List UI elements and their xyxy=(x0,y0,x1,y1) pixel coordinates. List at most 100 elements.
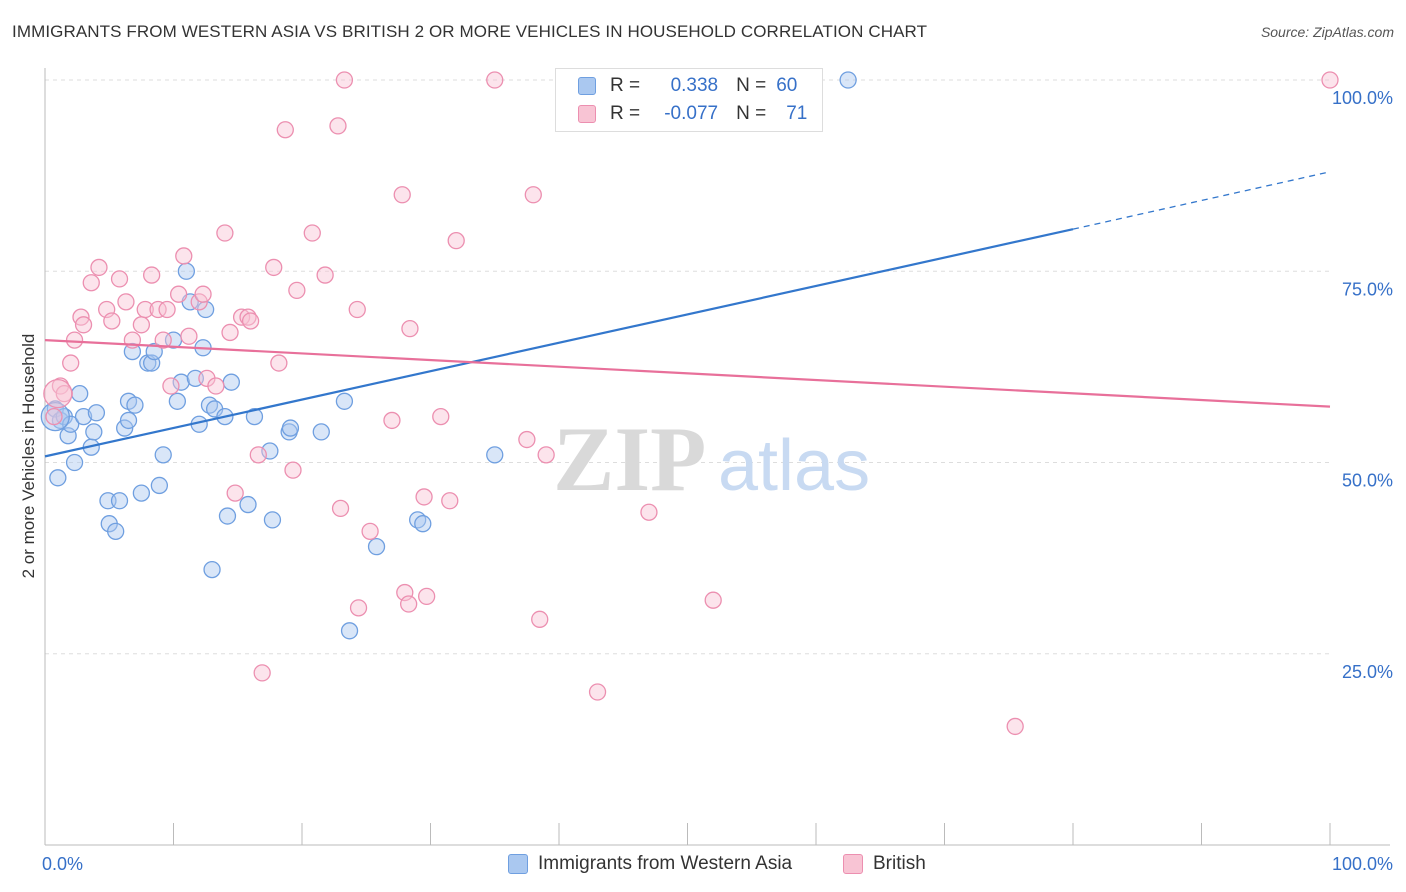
gridlines xyxy=(45,79,1330,655)
bottom-legend-swatch-western-asia xyxy=(508,854,528,874)
data-point xyxy=(335,71,354,89)
data-point xyxy=(401,319,419,338)
legend-n-value-british: 71 xyxy=(786,103,808,124)
data-point xyxy=(117,293,135,311)
data-point xyxy=(90,258,108,277)
data-point xyxy=(65,453,84,472)
data-point xyxy=(361,522,379,540)
legend-r-label: R = xyxy=(610,75,641,96)
trend-line-western-asia xyxy=(44,228,1074,458)
data-point xyxy=(154,446,172,464)
data-point xyxy=(253,664,271,682)
data-point xyxy=(316,266,334,284)
data-point xyxy=(154,331,172,349)
data-point xyxy=(143,266,161,284)
data-point xyxy=(158,300,176,319)
y-tick-label: 50.0% xyxy=(1342,471,1393,491)
bottom-legend-label-western-asia: Immigrants from Western Asia xyxy=(538,853,793,874)
data-point xyxy=(281,419,300,437)
legend-row-western-asia: R = 0.338 N = 60 xyxy=(578,74,797,98)
data-point xyxy=(74,407,93,426)
data-point xyxy=(486,71,504,89)
data-point xyxy=(175,247,193,265)
bottom-legend-british: British xyxy=(843,852,926,876)
data-point xyxy=(222,373,240,391)
data-point xyxy=(216,224,234,242)
data-point xyxy=(839,71,857,89)
data-point xyxy=(169,285,188,303)
data-point xyxy=(45,407,63,426)
legend-swatch-western-asia xyxy=(578,77,596,95)
data-point xyxy=(265,258,283,277)
legend-n-value-western-asia: 60 xyxy=(776,75,798,96)
data-point xyxy=(531,610,549,628)
data-point xyxy=(312,423,330,441)
data-point xyxy=(110,270,129,288)
data-point xyxy=(588,683,607,701)
data-point xyxy=(447,231,465,250)
legend-n-label: N = xyxy=(736,75,767,96)
data-point xyxy=(194,285,212,303)
data-point xyxy=(62,354,80,372)
trend-line-western-asia-extension xyxy=(1072,171,1331,230)
data-point xyxy=(145,342,163,361)
axes xyxy=(44,68,1390,846)
data-point xyxy=(486,446,504,464)
data-point xyxy=(232,308,251,326)
data-point xyxy=(126,396,144,414)
data-point xyxy=(518,430,536,449)
legend-r-value-western-asia: 0.338 xyxy=(670,75,719,96)
data-point xyxy=(640,503,658,521)
chart-title: IMMIGRANTS FROM WESTERN ASIA VS BRITISH … xyxy=(12,22,928,41)
data-point xyxy=(1006,717,1024,736)
trend-line-british xyxy=(44,339,1331,408)
data-point xyxy=(85,423,103,441)
data-point xyxy=(221,323,239,342)
data-point xyxy=(340,622,359,640)
legend-n-label: N = xyxy=(736,103,767,124)
source-label: Source: ZipAtlas.com xyxy=(1260,24,1394,40)
series-british-points xyxy=(43,71,1339,736)
data-point xyxy=(441,492,459,510)
data-point xyxy=(49,469,67,487)
data-point xyxy=(1321,71,1339,89)
data-point xyxy=(263,511,282,529)
data-point xyxy=(110,492,129,510)
data-point xyxy=(537,446,555,464)
data-point xyxy=(331,499,350,518)
y-tick-label: 100.0% xyxy=(1332,88,1393,108)
y-axis-label: 2 or more Vehicles in Household xyxy=(19,334,38,579)
watermark-zip: ZIP xyxy=(553,408,706,510)
data-point xyxy=(82,274,100,292)
x-tick-labels: 0.0% 100.0% xyxy=(42,854,1393,874)
data-point xyxy=(119,411,138,430)
data-point xyxy=(414,515,432,533)
data-point xyxy=(136,300,154,319)
data-point xyxy=(270,354,288,372)
bottom-legend-swatch-british xyxy=(843,854,863,874)
data-point xyxy=(239,495,257,514)
y-tick-label: 25.0% xyxy=(1342,662,1393,682)
y-tick-labels: 25.0% 50.0% 75.0% 100.0% xyxy=(1332,88,1393,682)
data-point xyxy=(172,373,190,391)
x-tick-label: 0.0% xyxy=(42,854,83,874)
data-point xyxy=(87,404,106,422)
data-point xyxy=(203,560,221,579)
data-point xyxy=(241,312,260,330)
data-point xyxy=(168,392,187,410)
x-tick-label: 100.0% xyxy=(1332,854,1393,874)
data-point xyxy=(162,377,180,395)
data-point xyxy=(284,461,302,479)
stats-legend: R = 0.338 N = 60 R = -0.077 N = 71 xyxy=(555,68,823,132)
data-point xyxy=(218,507,237,525)
data-point xyxy=(417,587,436,606)
data-point xyxy=(348,300,366,319)
bottom-legend-western-asia: Immigrants from Western Asia xyxy=(508,852,792,876)
bottom-legend-label-british: British xyxy=(873,853,926,874)
series-western-asia-points xyxy=(40,71,857,640)
data-point xyxy=(303,224,321,242)
data-point xyxy=(177,262,196,280)
data-point xyxy=(103,312,121,330)
data-point xyxy=(415,488,433,506)
